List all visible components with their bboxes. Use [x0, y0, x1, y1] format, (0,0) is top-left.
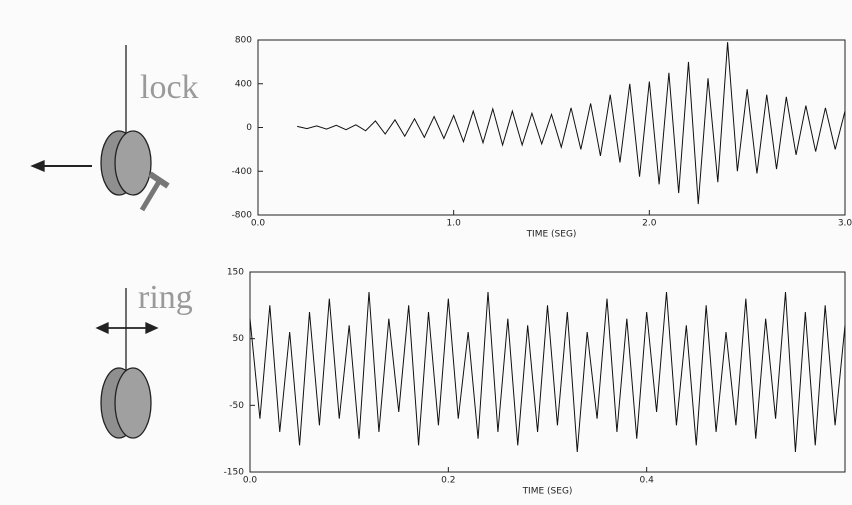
lock-diagram [30, 45, 170, 212]
x-tick-label: 0.4 [640, 476, 655, 486]
x-axis-label: TIME (SEG) [526, 230, 577, 240]
x-tick-label: 3.0 [838, 219, 852, 229]
x-axis-label: TIME (SEG) [522, 487, 573, 497]
plot-frame [249, 271, 846, 473]
waveform [297, 42, 846, 205]
x-tick-label: 0.0 [243, 476, 258, 486]
y-tick-label: -50 [229, 401, 244, 411]
y-tick-label: -150 [224, 468, 245, 478]
x-tick-label: 2.0 [642, 219, 657, 229]
x-tick-label: 1.0 [447, 219, 462, 229]
y-tick-label: -800 [232, 211, 253, 221]
y-tick-label: 150 [227, 268, 244, 278]
annotation: lock [140, 69, 199, 106]
x-tick-label: 0.2 [441, 476, 455, 486]
y-tick-label: -400 [232, 167, 253, 177]
ring-diagram [95, 288, 159, 439]
annotation: ring [138, 279, 193, 316]
y-tick-label: 400 [235, 79, 252, 89]
y-tick-label: 50 [233, 334, 245, 344]
y-tick-label: 0 [246, 123, 252, 133]
y-tick-label: 800 [235, 36, 252, 46]
x-tick-label: 0.0 [251, 219, 266, 229]
waveform [249, 291, 846, 453]
